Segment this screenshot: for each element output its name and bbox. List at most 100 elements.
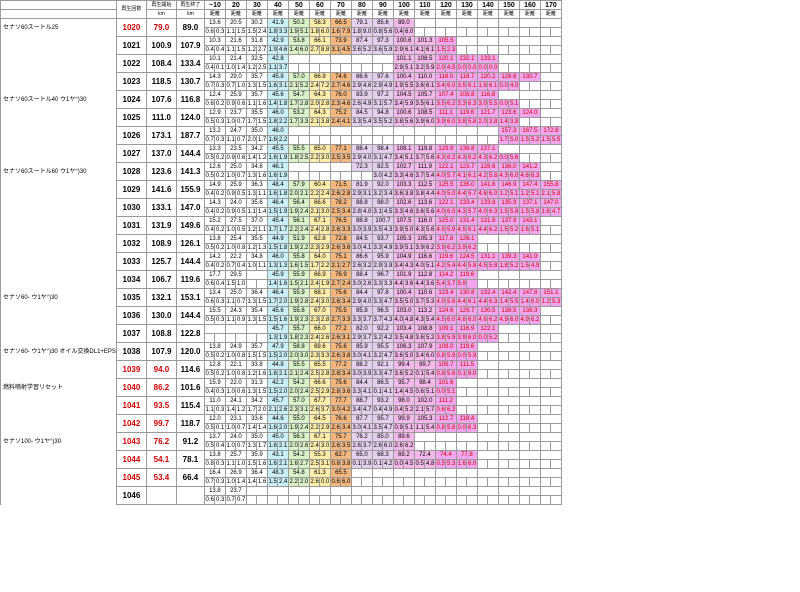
generated-value: 0.0 — [476, 333, 489, 343]
accumulated-value: 5.4 — [445, 261, 457, 271]
generated-value: 1.3 — [245, 441, 258, 451]
generated-value — [203, 333, 216, 343]
table-row-sub: 0.7 0.3 1.0 1.4 1.4 1.6 1.5 2.4 2.2 2.0 2.6 0.0 0.6 6… — [1, 477, 562, 487]
distance-value: 29.0 — [224, 72, 247, 82]
distance-value: 122.1 — [434, 162, 457, 172]
distance-value: 111.9 — [413, 162, 436, 172]
generated-value — [245, 333, 258, 343]
accumulated-value: 0.7 — [235, 117, 247, 127]
generated-value: 2.4 — [308, 333, 321, 343]
accumulated-value: 2.8 — [298, 99, 310, 109]
distance-value — [245, 324, 268, 334]
generated-value: 2.6 — [308, 405, 321, 415]
distance-value — [539, 108, 562, 118]
generated-value: 1.7 — [308, 261, 321, 271]
distance-value: 42.2 — [266, 378, 289, 388]
distance-value — [371, 126, 394, 136]
distance-value: 103.4 — [392, 324, 415, 334]
header-run-no: 再生回数 — [115, 0, 147, 19]
accumulated-value: 1.5 — [256, 117, 268, 127]
accumulated-value — [424, 27, 436, 37]
generated-value: 1.1 — [266, 63, 279, 73]
accumulated-value — [319, 495, 331, 505]
header-distance: 距離 — [308, 9, 331, 19]
accumulated-value: 0.5 — [235, 225, 247, 235]
accumulated-value: 6.3 — [487, 297, 499, 307]
start-km: 132.1 — [145, 288, 177, 307]
distance-value: 34.2 — [245, 144, 268, 154]
generated-value — [518, 243, 531, 253]
distance-value — [539, 234, 562, 244]
distance-value: 86.5 — [371, 378, 394, 388]
generated-value: 3.3 — [371, 243, 384, 253]
generated-value: 3.5 — [413, 99, 426, 109]
distance-value: 102.0 — [413, 396, 436, 406]
distance-value: 137.1 — [518, 198, 541, 208]
generated-value: 1.1 — [224, 45, 237, 55]
distance-value: 85.6 — [371, 18, 394, 28]
accumulated-value — [466, 441, 478, 451]
accumulated-value: 6.0 — [424, 351, 436, 361]
generated-value: 3.0 — [350, 279, 363, 289]
generated-value — [518, 63, 531, 73]
distance-value: 120.2 — [476, 72, 499, 82]
generated-value — [371, 63, 384, 73]
generated-value: 3.8 — [434, 333, 447, 343]
distance-value: 45.4 — [266, 216, 289, 226]
distance-value: 95.5 — [371, 342, 394, 352]
generated-value: 4.0 — [434, 171, 447, 181]
generated-value: 1.6 — [539, 207, 552, 217]
generated-value: 2.7 — [329, 279, 342, 289]
generated-value: 2.2 — [308, 423, 321, 433]
distance-value: 65.5 — [308, 360, 331, 370]
generated-value: 1.1 — [224, 297, 237, 307]
generated-value: 4.9 — [518, 315, 531, 325]
generated-value: 4.9 — [497, 315, 510, 325]
generated-value — [371, 477, 384, 487]
generated-value: 1.6 — [266, 171, 279, 181]
distance-value: 46.0 — [266, 252, 289, 262]
distance-value: 77.7 — [329, 396, 352, 406]
accumulated-value: 1.6 — [277, 315, 289, 325]
generated-value: 1.0 — [224, 423, 237, 433]
end-km: 107.9 — [175, 36, 205, 55]
row-comment — [0, 36, 117, 55]
generated-value: 1.4 — [224, 405, 237, 415]
generated-value: 1.0 — [245, 261, 258, 271]
accumulated-value — [550, 261, 562, 271]
generated-value: 1.9 — [287, 207, 300, 217]
generated-value: 3.6 — [413, 81, 426, 91]
generated-value: 2.6 — [308, 477, 321, 487]
distance-value: 139.3 — [497, 252, 520, 262]
accumulated-value — [550, 387, 562, 397]
accumulated-value: 4.2 — [382, 333, 394, 343]
distance-value: 73.9 — [329, 36, 352, 46]
accumulated-value: 7.2 — [319, 81, 331, 91]
distance-value: 96.5 — [371, 306, 394, 316]
start-km: 53.4 — [145, 468, 177, 487]
distance-value: 45.9 — [266, 270, 289, 280]
distance-value: 103.3 — [392, 180, 415, 190]
generated-value: 2.9 — [350, 297, 363, 307]
accumulated-value — [550, 333, 562, 343]
accumulated-value: 5.5 — [487, 99, 499, 109]
generated-value: 1.5 — [224, 279, 237, 289]
generated-value: 0.9 — [224, 207, 237, 217]
distance-value: 35.5 — [245, 234, 268, 244]
distance-value — [245, 486, 268, 496]
accumulated-value: 3.7 — [361, 441, 373, 451]
accumulated-value — [550, 117, 562, 127]
accumulated-value: 4.6 — [403, 207, 415, 217]
distance-value: 25.0 — [224, 162, 247, 172]
run-number: 1024 — [115, 90, 147, 109]
generated-value: 2.4 — [308, 297, 321, 307]
generated-value: 0.9 — [224, 153, 237, 163]
end-km: 122.8 — [175, 324, 205, 343]
row-comment — [0, 360, 117, 379]
accumulated-value: 5.6 — [382, 27, 394, 37]
distance-value — [518, 486, 541, 496]
accumulated-value: 4.8 — [403, 333, 415, 343]
distance-value — [539, 306, 562, 316]
distance-value: 82.0 — [350, 324, 373, 334]
